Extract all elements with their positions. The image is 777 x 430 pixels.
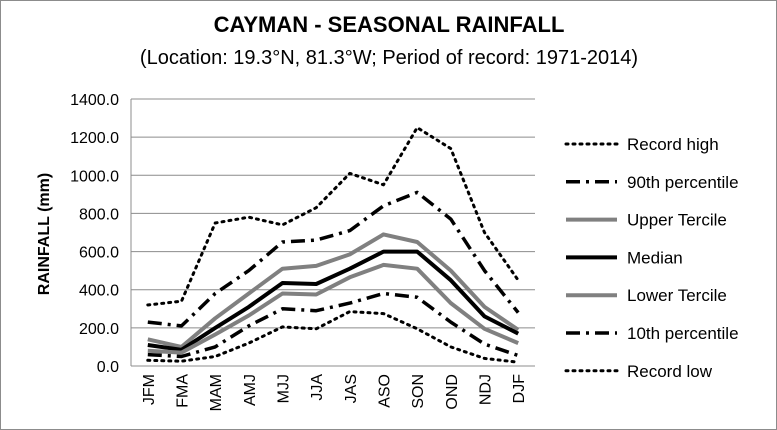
x-tick-labels: JFM FMA MAM AMJ MJJ JJA JAS ASO SON OND NDJ DJF [141,374,528,412]
x-tick-label: NDJ [478,374,495,405]
x-tick-label: SON [410,374,427,409]
chart-title: CAYMAN - SEASONAL RAINFALL [214,12,565,37]
x-tick-label: MJJ [276,374,293,403]
legend-label-upper-tercile: Upper Tercile [627,211,727,230]
y-tick-labels: 0.0 200.0 400.0 600.0 800.0 1000.0 1200.0 1400.… [70,92,119,376]
y-tick-label: 400.0 [79,283,119,300]
y-axis-label: RAINFALL (mm) [36,173,53,295]
series-line-upper-tercile [147,232,520,349]
legend-label-record-high: Record high [627,135,719,154]
y-tick-label: 1000.0 [70,168,119,185]
series-line-lower-tercile [147,262,519,355]
series-line-median [147,249,520,352]
x-tick-label: FMA [175,374,192,408]
x-tick-label: MAM [208,374,225,411]
legend-label-90th-percentile: 90th percentile [627,173,739,192]
x-tick-label: JJA [309,374,326,401]
y-tick-label: 200.0 [79,321,119,338]
series-line-10th-percentile [147,291,519,359]
y-tick-label: 1400.0 [70,92,119,109]
x-tick-label: OND [444,374,461,410]
series-line-record-high [146,126,520,307]
chart-subtitle: (Location: 19.3°N, 81.3°W; Period of rec… [140,47,638,69]
series-lines [146,126,520,364]
y-tick-label: 0.0 [97,359,119,376]
y-tick-label: 600.0 [79,245,119,262]
legend: Record high 90th percentile Upper Tercile M… [564,135,739,381]
x-tick-label: AMJ [242,374,259,406]
series-line-record-low [146,310,520,364]
legend-label-median: Median [627,248,683,267]
legend-label-lower-tercile: Lower Tercile [627,286,727,305]
x-tick-label: DJF [511,374,528,404]
x-tick-label: JAS [343,374,360,403]
legend-label-10th-percentile: 10th percentile [627,324,739,343]
gridlines [130,98,535,367]
y-tick-label: 800.0 [79,206,119,223]
legend-label-record-low: Record low [627,362,713,381]
series-line-90th-percentile [147,190,520,328]
x-tick-label: ASO [377,374,394,408]
x-tick-label: JFM [141,374,158,405]
y-tick-label: 1200.0 [70,130,119,147]
